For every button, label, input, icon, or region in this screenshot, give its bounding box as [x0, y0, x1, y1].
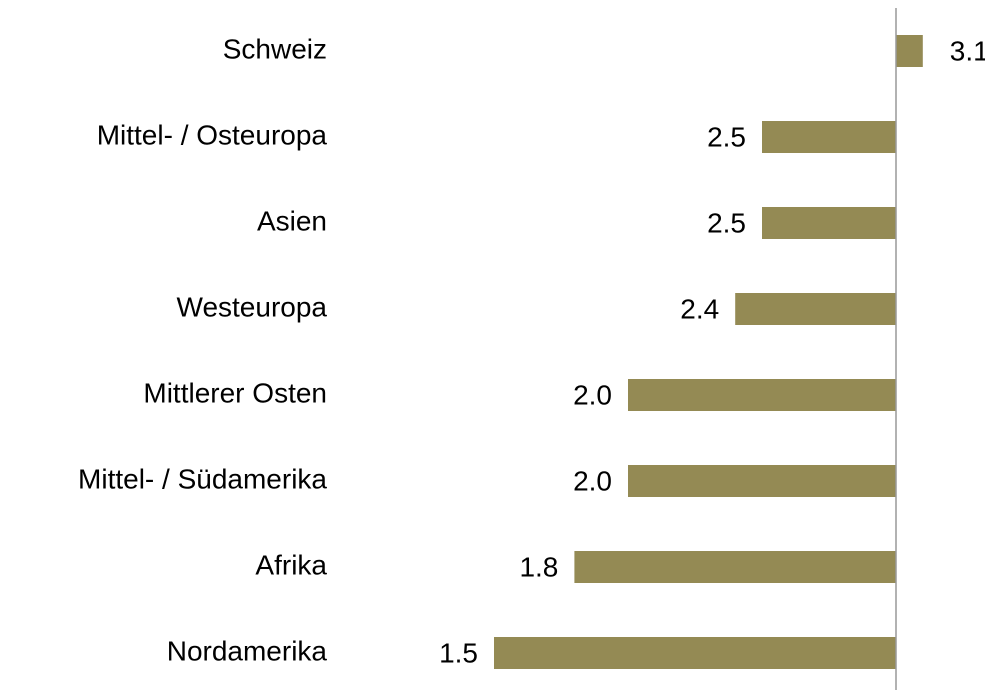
category-label: Mittel- / Südamerika: [78, 463, 327, 494]
value-label: 2.0: [573, 465, 612, 496]
bar: [762, 121, 896, 153]
value-label: 2.0: [573, 379, 612, 410]
category-label: Mittlerer Osten: [143, 377, 327, 408]
bar: [762, 207, 896, 239]
category-label: Westeuropa: [177, 291, 328, 322]
value-label: 1.5: [439, 637, 478, 668]
value-label: 2.5: [707, 121, 746, 152]
category-label: Nordamerika: [167, 635, 328, 666]
value-label: 2.4: [680, 293, 719, 324]
value-label: 1.8: [519, 551, 558, 582]
bar: [628, 465, 896, 497]
bar: [735, 293, 896, 325]
category-label: Afrika: [255, 549, 327, 580]
category-label: Asien: [257, 205, 327, 236]
bar: [494, 637, 896, 669]
category-label: Schweiz: [223, 33, 327, 64]
bar: [574, 551, 896, 583]
value-label: 2.5: [707, 207, 746, 238]
category-label: Mittel- / Osteuropa: [97, 119, 328, 150]
bar: [896, 35, 923, 67]
value-label: 3.1: [950, 35, 985, 66]
bar: [628, 379, 896, 411]
